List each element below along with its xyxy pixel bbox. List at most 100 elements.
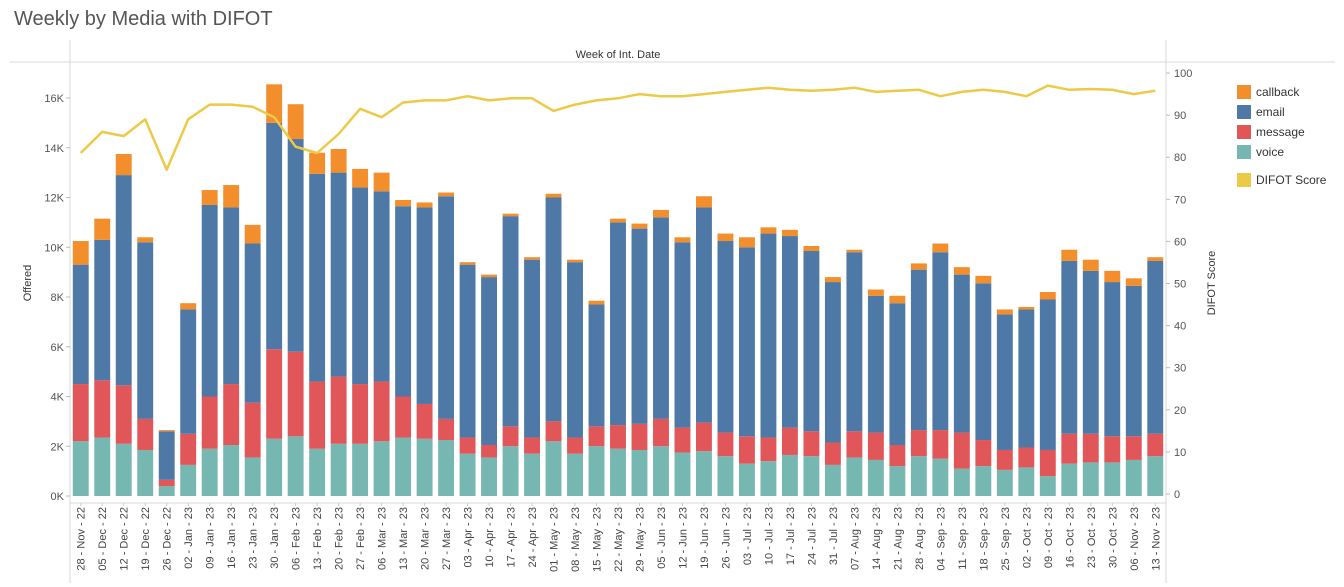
bar-voice (223, 445, 240, 496)
bar-email (610, 222, 626, 426)
bar-email (1125, 285, 1142, 437)
bar-callback (201, 190, 218, 205)
legend-label: message (1256, 125, 1305, 139)
bar-message (266, 349, 283, 439)
bar-voice (610, 448, 626, 496)
legend-swatch (1237, 173, 1251, 187)
bar-callback (803, 246, 820, 251)
x-tick-label: 14 - Aug - 23 (871, 507, 883, 570)
bar-callback (867, 289, 884, 296)
x-tick-label: 15 - May - 23 (592, 507, 604, 572)
bar-message (1039, 449, 1056, 477)
bar-email (631, 228, 648, 424)
bar-message (760, 437, 777, 462)
bar-email (266, 122, 283, 350)
x-tick-label: 13 - Mar - 23 (398, 507, 410, 570)
legend-item-message: message (1237, 122, 1326, 142)
bar-voice (975, 466, 992, 496)
bar-voice (653, 446, 669, 496)
bar-email (502, 216, 519, 427)
legend-gap (1237, 162, 1326, 170)
legend-label: voice (1256, 145, 1285, 159)
bar-message (459, 437, 476, 454)
x-tick-label: 20 - Mar - 23 (420, 507, 432, 570)
bar-message (803, 431, 820, 457)
bar-email (223, 207, 240, 385)
x-tick-label: 27 - Mar - 23 (441, 507, 453, 570)
bar-callback (137, 237, 154, 243)
bar-callback (996, 309, 1013, 315)
bar-callback (717, 233, 734, 242)
bar-callback (330, 148, 347, 173)
bar-voice (352, 443, 369, 496)
bar-message (1147, 433, 1164, 457)
bar-email (760, 233, 777, 438)
bar-email (674, 242, 691, 428)
bar-message (1104, 436, 1121, 463)
bar-callback (696, 196, 712, 208)
bar-message (631, 423, 648, 450)
y-tick-label: 8K (51, 292, 65, 304)
legend-item-voice: voice (1237, 142, 1326, 162)
bar-message (395, 396, 412, 438)
x-tick-label: 07 - Aug - 23 (849, 507, 861, 570)
bar-callback (287, 104, 304, 140)
x-tick-label: 05 - Jun - 23 (656, 507, 668, 569)
bar-callback (94, 218, 111, 240)
bar-voice (910, 456, 927, 496)
bar-callback (180, 303, 197, 310)
bar-email (395, 206, 412, 397)
bar-email (330, 172, 347, 377)
difot-score-line (79, 84, 1156, 172)
x-tick-label: 22 - May - 23 (613, 507, 625, 572)
bar-email (244, 243, 261, 403)
y-axis-label: Offered (22, 265, 34, 302)
bar-message (545, 421, 562, 442)
bar-email (1018, 309, 1035, 448)
legend: callback email message voice DIFOT Score (1237, 82, 1326, 190)
bar-message (438, 418, 455, 441)
bar-message (567, 437, 583, 454)
x-tick-label: 04 - Sep - 23 (935, 507, 947, 571)
x-tick-label: 31 - Jul - 23 (828, 507, 840, 565)
legend-swatch (1237, 85, 1251, 99)
bar-voice (459, 453, 476, 496)
bar-callback (653, 209, 669, 218)
bar-callback (72, 241, 89, 265)
bar-message (975, 440, 992, 467)
legend-swatch (1237, 125, 1251, 139)
bar-email (352, 187, 369, 385)
bar-message (502, 426, 519, 447)
bar-voice (781, 454, 798, 496)
bar-voice (631, 449, 648, 496)
x-tick-label: 02 - Oct - 23 (1021, 507, 1033, 568)
bar-callback (1061, 249, 1078, 261)
x-tick-label: 11 - Sep - 23 (957, 507, 969, 570)
bar-callback (889, 295, 906, 304)
bar-callback (1125, 278, 1142, 286)
bar-voice (1039, 476, 1056, 496)
x-tick-label: 06 - Feb - 23 (291, 507, 303, 570)
bar-callback (502, 213, 519, 217)
bar-email (889, 303, 906, 446)
bar-email (975, 283, 992, 441)
bar-callback (674, 237, 691, 243)
x-tick-label: 30 - Jan - 23 (269, 507, 281, 569)
x-tick-label: 06 - Mar - 23 (377, 507, 389, 570)
bar-email (459, 264, 476, 438)
bar-callback (352, 168, 369, 188)
bar-voice (738, 463, 755, 496)
bar-voice (180, 464, 197, 496)
y2-tick-label: 0 (1174, 489, 1180, 501)
bar-callback (395, 199, 412, 207)
y2-tick-label: 70 (1174, 194, 1186, 206)
bar-message (846, 431, 863, 458)
bar-voice (996, 469, 1013, 496)
bar-callback (910, 263, 927, 270)
y2-tick-label: 60 (1174, 236, 1186, 248)
bar-message (1061, 433, 1078, 464)
bar-email (481, 277, 498, 446)
x-tick-label: 28 - Nov - 22 (76, 507, 88, 571)
bar-message (72, 384, 89, 442)
